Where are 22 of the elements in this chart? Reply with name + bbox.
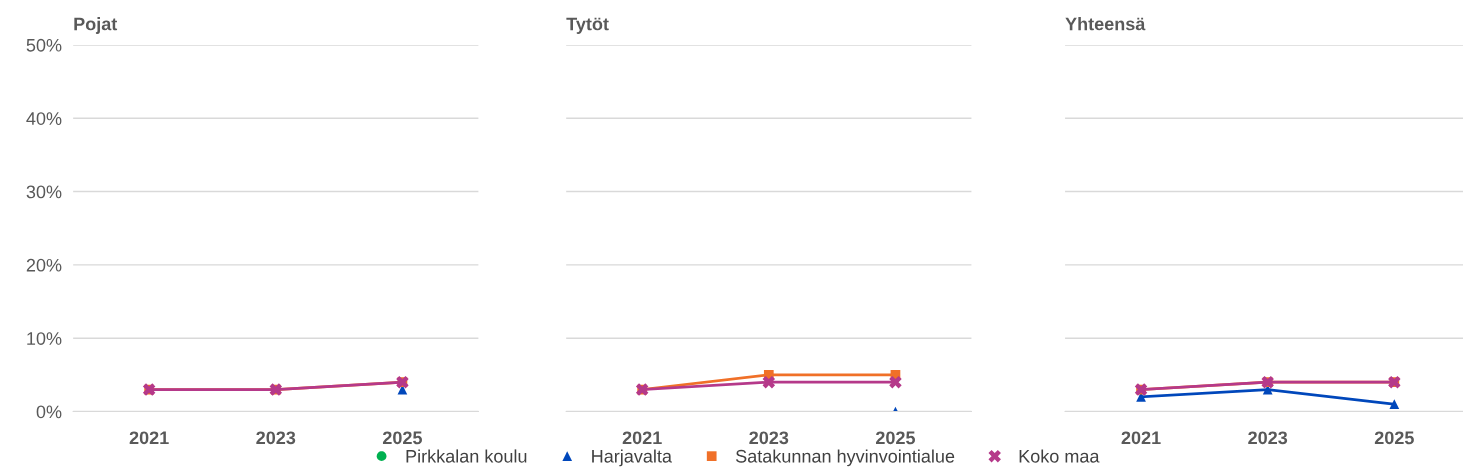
x-tick-label: 2025 [1374, 431, 1414, 445]
chart-title: Yhteensä [1065, 17, 1146, 31]
x-tick-label: 2021 [1121, 431, 1161, 445]
y-tick-label: 0% [36, 405, 62, 419]
chart-title: Tytöt [566, 17, 609, 34]
legend-label: Pirkkalan koulu [406, 449, 527, 463]
y-tick-label: 40% [26, 112, 62, 125]
y-tick-label: 10% [27, 332, 62, 345]
chart-title: Pojat [74, 17, 118, 34]
x-tick-label: 2021 [622, 431, 662, 445]
y-tick-label: 20% [26, 258, 62, 272]
legend-label: Harjavalta [592, 449, 672, 467]
x-tick-label: 2025 [875, 431, 916, 445]
x-tick-label: 2023 [1248, 431, 1288, 445]
y-tick-label: 50% [26, 38, 62, 52]
x-tick-label: 2025 [382, 431, 422, 445]
legend-label: Koko maa [1019, 449, 1100, 463]
y-tick-label: 30% [26, 185, 62, 199]
x-tick-label: 2021 [129, 431, 169, 445]
x-tick-label: 2023 [749, 431, 789, 445]
x-tick-label: 2023 [256, 431, 296, 445]
legend-label: Satakunnan hyvinvointialue [735, 449, 955, 467]
